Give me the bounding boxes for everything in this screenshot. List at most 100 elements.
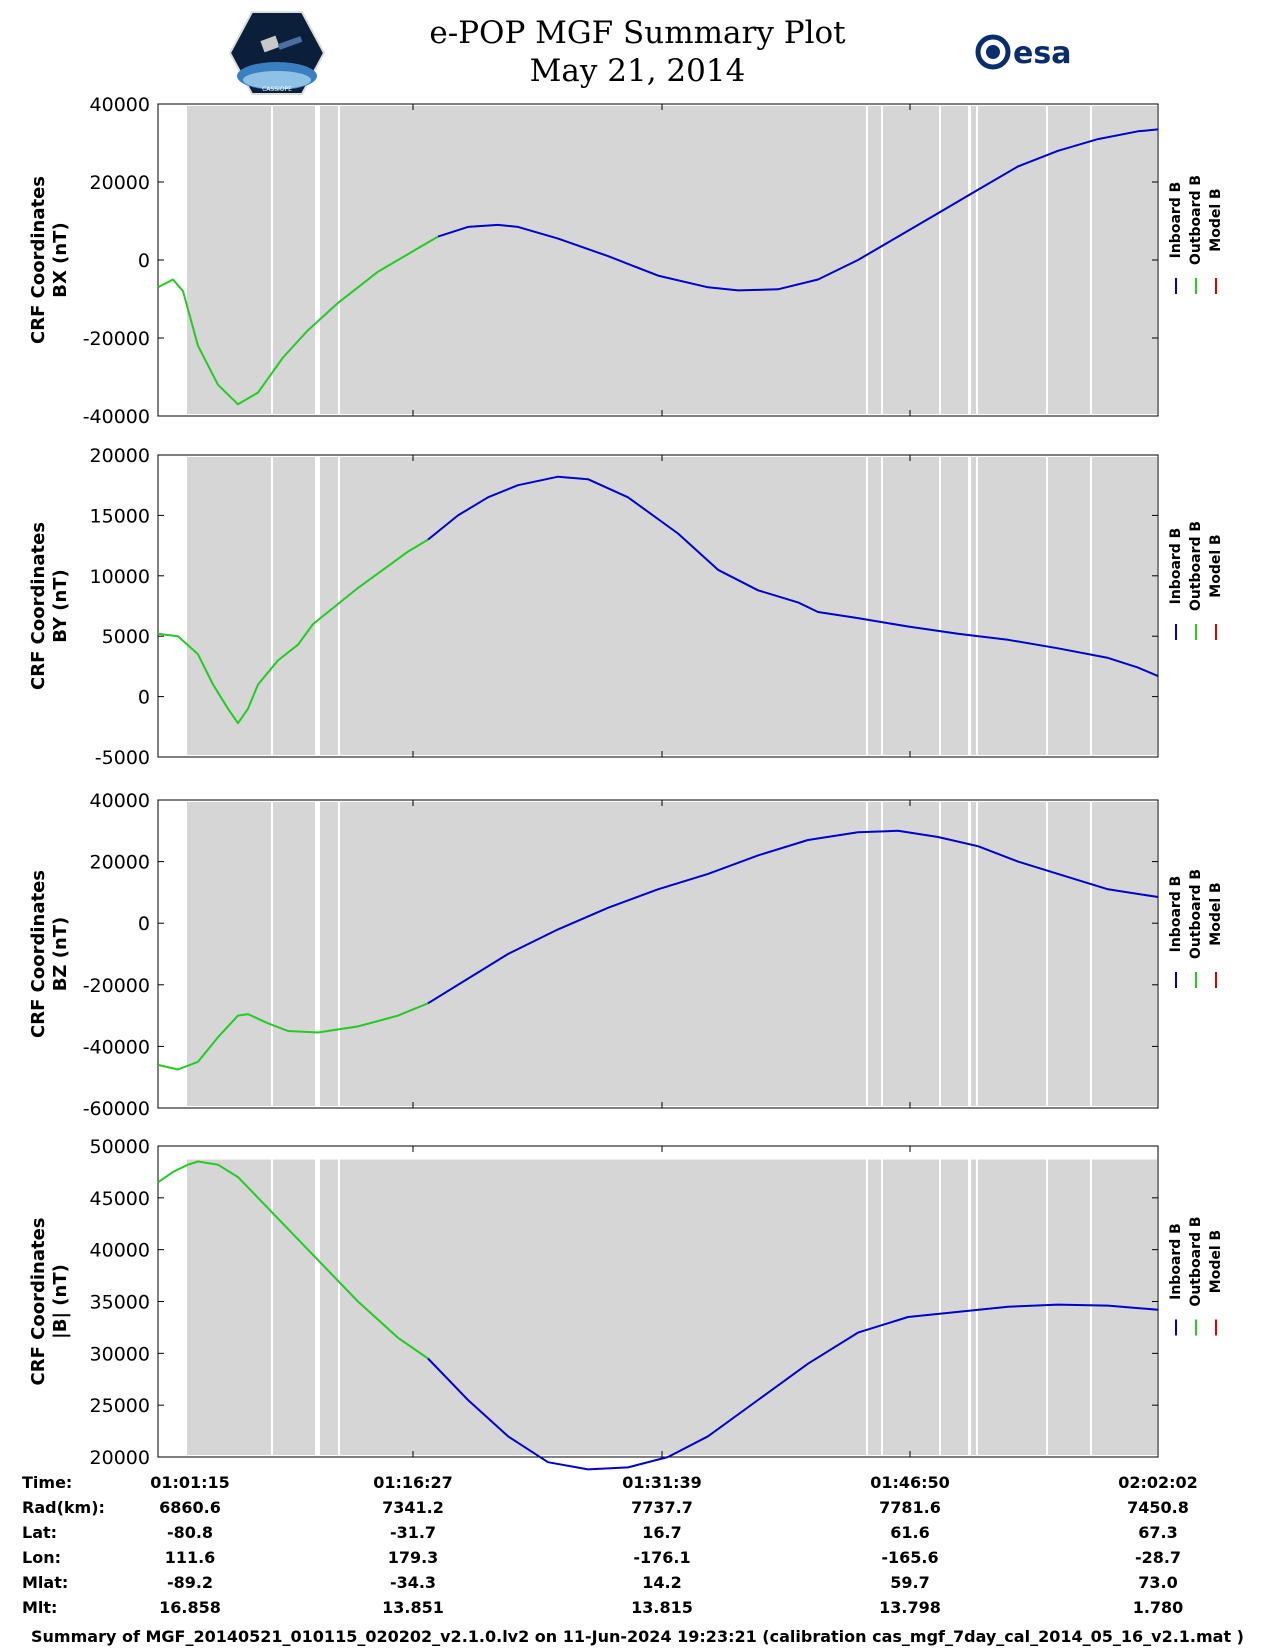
y-axis-label: BX (nT) [50,222,71,297]
legend-label: Outboard B [1188,175,1204,265]
data-gap-stripe [939,106,941,414]
esa-wordmark: esa [1013,36,1071,71]
data-gap-stripe [338,106,340,414]
info-cell: 1.780 [1133,1598,1184,1617]
y-tick-label: 10000 [90,566,150,588]
y-tick-label: 30000 [90,1343,150,1365]
series-line-inboard-b [427,1303,1159,1471]
data-gap-stripe [939,457,941,755]
y-tick-label: 5000 [102,626,150,648]
info-cell: 111.6 [165,1548,216,1567]
data-gap-stripe [866,457,868,755]
data-gap-stripe [866,1159,868,1455]
info-cell: 13.815 [631,1598,693,1617]
info-cell: -80.8 [167,1523,213,1542]
y-tick-label: 15000 [90,505,150,527]
footer-summary: Summary of MGF_20140521_010115_020202_v2… [31,1627,1244,1646]
data-gap-stripe [866,802,868,1106]
data-gap-stripe [271,802,273,1106]
info-cell: 01:46:50 [870,1473,950,1492]
info-table: Time: Rad(km): Lat: Lon: Mlat: Mlt: 01:01:15 68… [22,1473,1198,1617]
data-gap-stripe [1090,802,1092,1106]
info-cell: 7341.2 [382,1498,444,1517]
data-gap-stripe [315,802,320,1106]
info-cell: 01:16:27 [373,1473,453,1492]
data-gap-stripe [881,802,883,1106]
y-tick-label: -40000 [83,406,150,428]
data-gap-stripe [1046,457,1048,755]
data-gap-stripe [976,457,978,755]
data-gap-stripe [338,457,340,755]
data-gap-stripe [881,1159,883,1455]
data-gap-stripe [1046,1159,1048,1455]
y-tick-label: 50000 [90,1136,150,1158]
legend-label: Model B [1208,882,1224,945]
legend-label: Model B [1208,188,1224,251]
series-line-outboard-b [157,1160,429,1360]
info-cell: -89.2 [167,1573,213,1592]
legend-label: Model B [1208,1230,1224,1293]
plot-frame [157,454,1159,758]
data-gap-stripe [968,457,971,755]
series-line-outboard-b [157,538,429,725]
info-cell: 179.3 [388,1548,439,1567]
info-cell: 16.858 [159,1598,221,1617]
plot-title: e-POP MGF Summary Plot May 21, 2014 [0,14,1275,90]
y-tick-label: 0 [138,913,150,935]
y-tick-label: -20000 [83,975,150,997]
info-cell: 14.2 [642,1573,681,1592]
data-gap-stripe [976,106,978,414]
info-cell: 7781.6 [879,1498,941,1517]
y-axis-label: |B| (nT) [50,1264,71,1339]
y-axis-label: BZ (nT) [50,917,71,992]
y-tick-label: 0 [138,250,150,272]
y-tick-label: -60000 [83,1098,150,1120]
info-row-label: Lon: [22,1548,61,1567]
info-row-label: Time: [22,1473,72,1492]
chart-panel-by: 20000 15000 10000 5000 0 -5000 CRF Coordinates… [28,445,1224,769]
y-axis-label: CRF Coordinates [28,522,49,690]
legend-label: Inboard B [1168,1223,1184,1300]
legend-label: Outboard B [1188,521,1204,611]
info-cell: 59.7 [890,1573,929,1592]
data-gap-stripe [315,1159,320,1455]
data-gap-stripe [338,802,340,1106]
chart-panel-bmag: 50000 45000 40000 35000 30000 25000 20000 CRF C… [28,1136,1224,1471]
info-cell: -165.6 [881,1548,938,1567]
data-gap-stripe [976,1159,978,1455]
info-cell: 7450.8 [1127,1498,1189,1517]
info-cell: 01:31:39 [622,1473,702,1492]
y-tick-label: 45000 [90,1188,150,1210]
y-tick-label: 25000 [90,1395,150,1417]
data-gap-stripe [1090,457,1092,755]
legend-label: Outboard B [1188,1216,1204,1306]
series-line-outboard-b [157,235,439,406]
series-line-outboard-b [157,1002,429,1071]
info-cell: 01:01:15 [150,1473,230,1492]
y-tick-label: -20000 [83,328,150,350]
data-gap-stripe [1046,802,1048,1106]
info-row-label: Lat: [22,1523,57,1542]
y-axis-label: CRF Coordinates [28,870,49,1038]
data-gap-stripe [881,106,883,414]
series-line-inboard-b [437,128,1159,292]
data-gap-stripe [939,802,941,1106]
coverage-shade [187,457,1157,755]
info-cell: 7737.7 [631,1498,693,1517]
info-cell: -176.1 [633,1548,690,1567]
y-tick-label: 20000 [90,445,150,467]
info-cell: 61.6 [890,1523,929,1542]
info-cell: 13.798 [879,1598,941,1617]
coverage-shade [187,802,1157,1106]
info-row-label: Rad(km): [22,1498,105,1517]
data-gap-stripe [1090,106,1092,414]
y-tick-label: 20000 [90,1447,150,1469]
logo-caption: CASSIOPE [262,86,292,93]
title-line-1: e-POP MGF Summary Plot [429,15,846,51]
legend-label: Inboard B [1168,876,1184,953]
info-cell: -31.7 [390,1523,436,1542]
y-axis-label: CRF Coordinates [28,1218,49,1386]
legend-label: Outboard B [1188,869,1204,959]
legend-label: Model B [1208,534,1224,597]
